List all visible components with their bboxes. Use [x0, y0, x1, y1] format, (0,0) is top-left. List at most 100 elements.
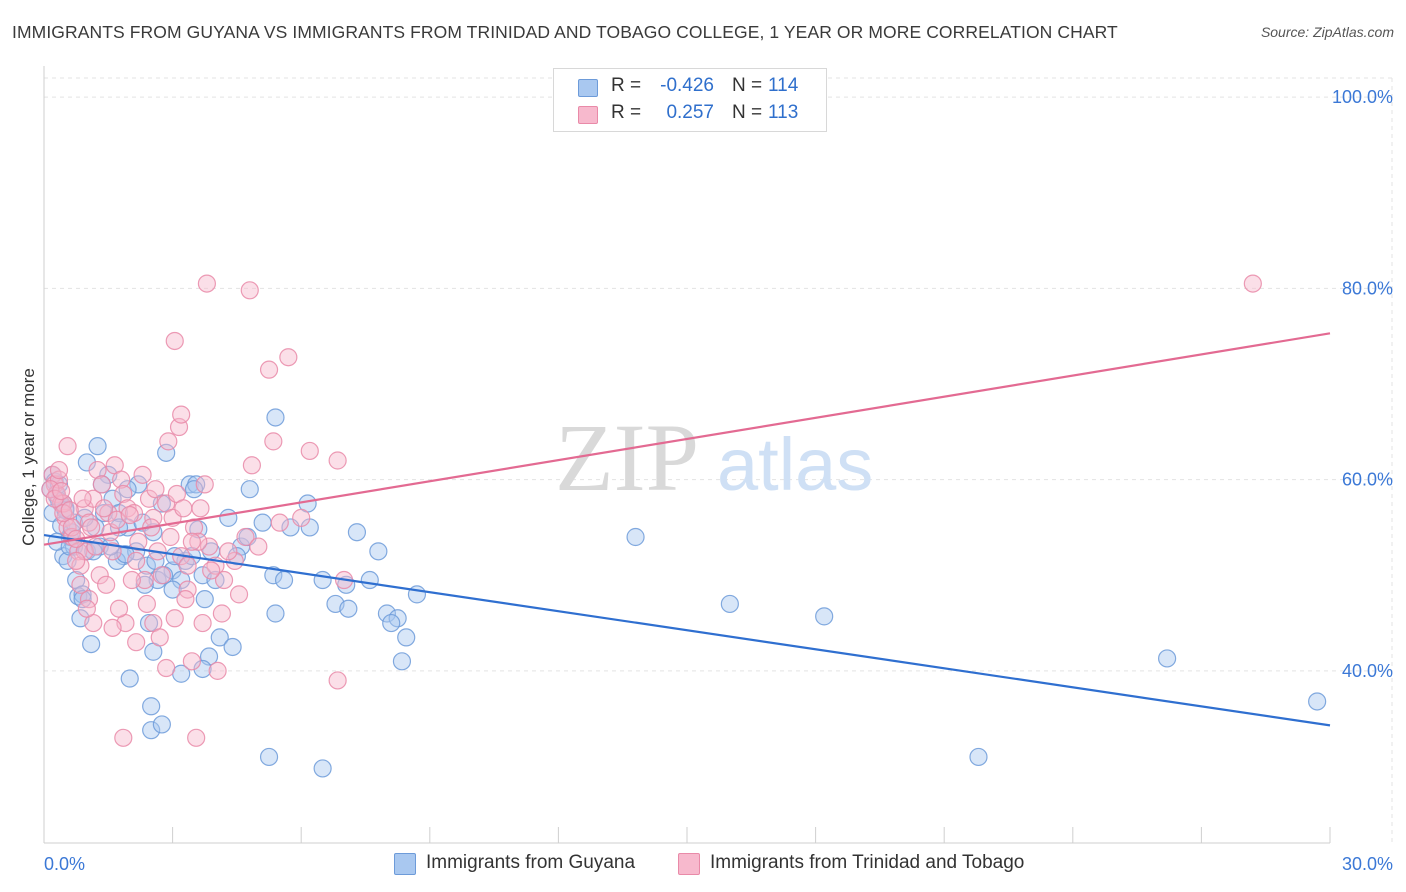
legend-n-label: N =: [732, 102, 763, 123]
trinidad-point: [176, 590, 195, 609]
trinidad-point: [152, 566, 171, 585]
guyana-point: [264, 566, 283, 585]
trinidad-point: [182, 652, 201, 671]
trinidad-point: [146, 480, 165, 499]
trinidad-point: [182, 532, 201, 551]
guyana-point: [369, 542, 388, 561]
legend-swatch-trinidad: [678, 853, 700, 875]
guyana-point: [360, 570, 379, 590]
trinidad-point: [92, 475, 111, 494]
trinidad-point: [77, 599, 96, 618]
trinidad-point: [214, 570, 234, 590]
legend-row-trinidad: R = 0.257 N = 113: [554, 102, 826, 126]
trinidad-point: [292, 508, 311, 527]
guyana-point: [184, 480, 204, 499]
y-axis-label: College, 1 year or more: [19, 368, 38, 546]
trinidad-point: [189, 532, 208, 551]
trinidad-point: [199, 537, 219, 556]
trinidad-point: [270, 513, 289, 532]
trinidad-point: [161, 527, 180, 547]
guyana-point: [88, 437, 107, 456]
y-tick-label: 40.0%: [1342, 661, 1393, 681]
trinidad-point: [60, 501, 79, 520]
correlation-legend: R = -0.426 N = 114 R = 0.257 N = 113: [553, 68, 827, 132]
guyana-point: [120, 669, 139, 688]
legend-swatch-guyana: [394, 853, 416, 875]
watermark-atlas: atlas: [717, 423, 873, 506]
trinidad-point: [90, 566, 109, 585]
y-tick-label: 80.0%: [1342, 278, 1393, 298]
trinidad-point: [114, 728, 133, 747]
trinidad-point: [97, 575, 116, 594]
trinidad-point: [195, 475, 214, 494]
trinidad-point: [122, 570, 141, 590]
guyana-point: [219, 508, 238, 527]
legend-r-value: 0.257: [666, 102, 714, 123]
guyana-point: [163, 580, 182, 599]
trinidad-point: [127, 551, 146, 571]
trinidad-point: [191, 499, 210, 518]
trinidad-point: [58, 437, 77, 456]
trinidad-point: [178, 556, 197, 575]
trinidad-point: [300, 441, 319, 461]
trinidad-point: [197, 274, 216, 293]
trinidad-point: [264, 432, 283, 451]
trinidad-point: [112, 470, 131, 489]
guyana-point: [152, 715, 171, 734]
legend-label-trinidad: Immigrants from Trinidad and Tobago: [710, 852, 1025, 873]
trinidad-point: [82, 518, 101, 537]
guyana-point: [347, 523, 367, 542]
legend-label-guyana: Immigrants from Guyana: [426, 852, 636, 873]
trinidad-point: [73, 489, 92, 508]
guyana-point: [377, 604, 397, 623]
guyana-point: [137, 556, 156, 575]
trinidad-point: [133, 465, 152, 484]
trinidad-point: [103, 542, 122, 561]
guyana-point: [266, 408, 285, 427]
guyana-point: [129, 475, 148, 494]
guyana-point: [720, 594, 739, 614]
guyana-point: [73, 590, 92, 609]
y-tick-label: 60.0%: [1342, 470, 1393, 490]
guyana-point: [82, 634, 101, 654]
legend-swatch-guyana: [578, 79, 598, 97]
guyana-point: [274, 570, 294, 590]
trinidad-point: [135, 570, 154, 590]
trinidad-point: [67, 551, 86, 571]
trinidad-point: [279, 348, 298, 367]
trinidad-point: [127, 633, 146, 652]
guyana-point: [210, 628, 229, 647]
x-tick-label: 30.0%: [1342, 854, 1393, 874]
trinidad-point: [137, 594, 156, 614]
source-label: Source: ZipAtlas.com: [1260, 24, 1394, 40]
trinidad-point: [49, 460, 69, 480]
trinidad-point: [120, 505, 139, 525]
trinidad-point: [240, 281, 259, 300]
trinidad-point: [172, 405, 191, 424]
trinidad-point: [202, 561, 221, 580]
guyana-point: [313, 759, 332, 778]
guyana-point: [313, 570, 332, 590]
guyana-point: [1308, 692, 1327, 711]
trinidad-point: [114, 484, 133, 504]
guyana-point: [339, 599, 358, 618]
chart-title: IMMIGRANTS FROM GUYANA VS IMMIGRANTS FRO…: [12, 22, 1118, 42]
guyana-point: [139, 613, 159, 633]
trinidad-point: [187, 728, 206, 747]
trinidad-point: [242, 456, 262, 475]
legend-row-guyana: R = -0.426 N = 114: [554, 75, 826, 99]
guyana-trend-line: [43, 533, 1331, 727]
trinidad-point: [225, 551, 244, 571]
guyana-point: [259, 747, 279, 767]
trinidad-point: [193, 613, 212, 633]
guyana-point: [157, 443, 176, 462]
trinidad-point: [212, 604, 231, 623]
trend-lines: [43, 332, 1331, 727]
trinidad-point: [71, 575, 90, 594]
trinidad-point: [86, 537, 105, 556]
legend-n-value: 113: [768, 102, 799, 123]
legend-r-label: R =: [611, 75, 642, 96]
trinidad-point: [159, 432, 178, 451]
trinidad-point: [150, 628, 169, 647]
guyana-point: [397, 628, 416, 647]
